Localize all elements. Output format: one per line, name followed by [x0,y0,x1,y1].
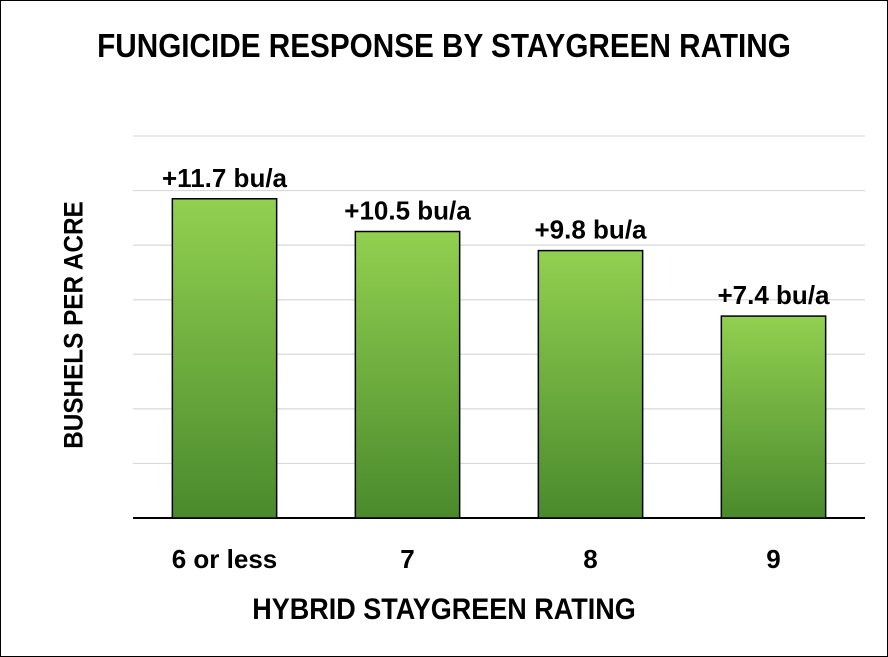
data-label-2: +9.8 bu/a [535,215,648,245]
data-label-0: +11.7 bu/a [162,163,288,193]
x-tick-labels: 6 or less 7 8 9 [172,544,781,574]
x-tick-label-2: 8 [583,544,597,574]
x-axis-label: HYBRID STAYGREEN RATING [252,593,636,626]
bar-1 [354,230,461,519]
bar-3 [720,315,827,519]
bar-0 [171,198,278,519]
data-labels: +11.7 bu/a +10.5 bu/a +9.8 bu/a +7.4 bu/a [162,163,830,310]
data-label-1: +10.5 bu/a [344,196,471,226]
data-label-3: +7.4 bu/a [718,280,831,310]
bars [171,198,827,519]
bar-2 [537,249,644,519]
x-tick-label-0: 6 or less [172,544,278,574]
x-tick-label-3: 9 [766,544,780,574]
chart-title: FUNGICIDE RESPONSE BY STAYGREEN RATING [97,27,791,64]
x-tick-label-1: 7 [400,544,414,574]
